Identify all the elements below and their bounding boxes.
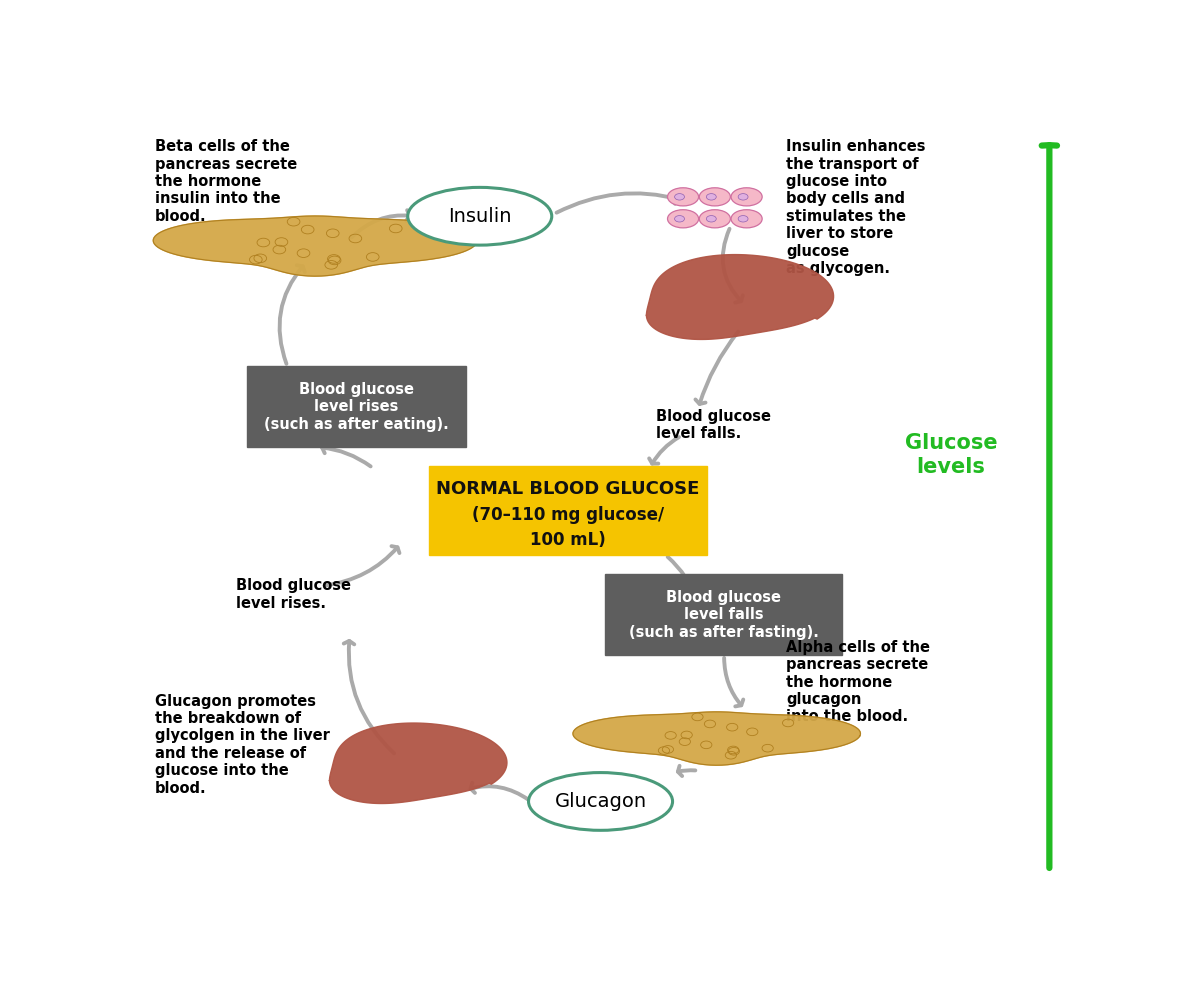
Polygon shape [646, 255, 833, 339]
Text: Blood glucose
level rises.: Blood glucose level rises. [236, 578, 351, 611]
Text: Glucagon: Glucagon [554, 792, 646, 811]
Text: Glucagon promotes
the breakdown of
glycolgen in the liver
and the release of
glu: Glucagon promotes the breakdown of glyco… [155, 694, 330, 796]
Ellipse shape [739, 194, 748, 200]
Text: Blood glucose
level falls.: Blood glucose level falls. [656, 409, 771, 441]
Text: Glucose
levels: Glucose levels [904, 433, 998, 477]
Ellipse shape [675, 216, 685, 222]
Text: NORMAL BLOOD GLUCOSE: NORMAL BLOOD GLUCOSE [436, 480, 700, 498]
Ellipse shape [739, 216, 748, 222]
Text: Alpha cells of the
pancreas secrete
the hormone
glucagon
into the blood.: Alpha cells of the pancreas secrete the … [787, 640, 930, 724]
Polygon shape [153, 216, 477, 276]
FancyBboxPatch shape [429, 466, 707, 555]
Ellipse shape [731, 210, 763, 228]
Text: Blood glucose
level rises
(such as after eating).: Blood glucose level rises (such as after… [264, 382, 448, 432]
Text: Insulin: Insulin [448, 207, 512, 226]
Ellipse shape [668, 188, 699, 206]
Text: 100 mL): 100 mL) [530, 531, 605, 549]
Ellipse shape [699, 210, 730, 228]
Ellipse shape [529, 773, 673, 830]
Ellipse shape [706, 216, 716, 222]
Ellipse shape [699, 188, 730, 206]
FancyBboxPatch shape [605, 574, 842, 655]
Text: Beta cells of the
pancreas secrete
the hormone
insulin into the
blood.: Beta cells of the pancreas secrete the h… [155, 139, 297, 224]
Ellipse shape [731, 188, 763, 206]
Polygon shape [573, 712, 861, 765]
Text: (70–110 mg glucose/: (70–110 mg glucose/ [472, 506, 664, 524]
FancyBboxPatch shape [247, 366, 465, 447]
Ellipse shape [408, 187, 552, 245]
Text: Insulin enhances
the transport of
glucose into
body cells and
stimulates the
liv: Insulin enhances the transport of glucos… [787, 139, 926, 276]
Ellipse shape [668, 210, 699, 228]
Polygon shape [330, 723, 507, 804]
Ellipse shape [706, 194, 716, 200]
Ellipse shape [675, 194, 685, 200]
Text: Blood glucose
level falls
(such as after fasting).: Blood glucose level falls (such as after… [628, 590, 819, 640]
